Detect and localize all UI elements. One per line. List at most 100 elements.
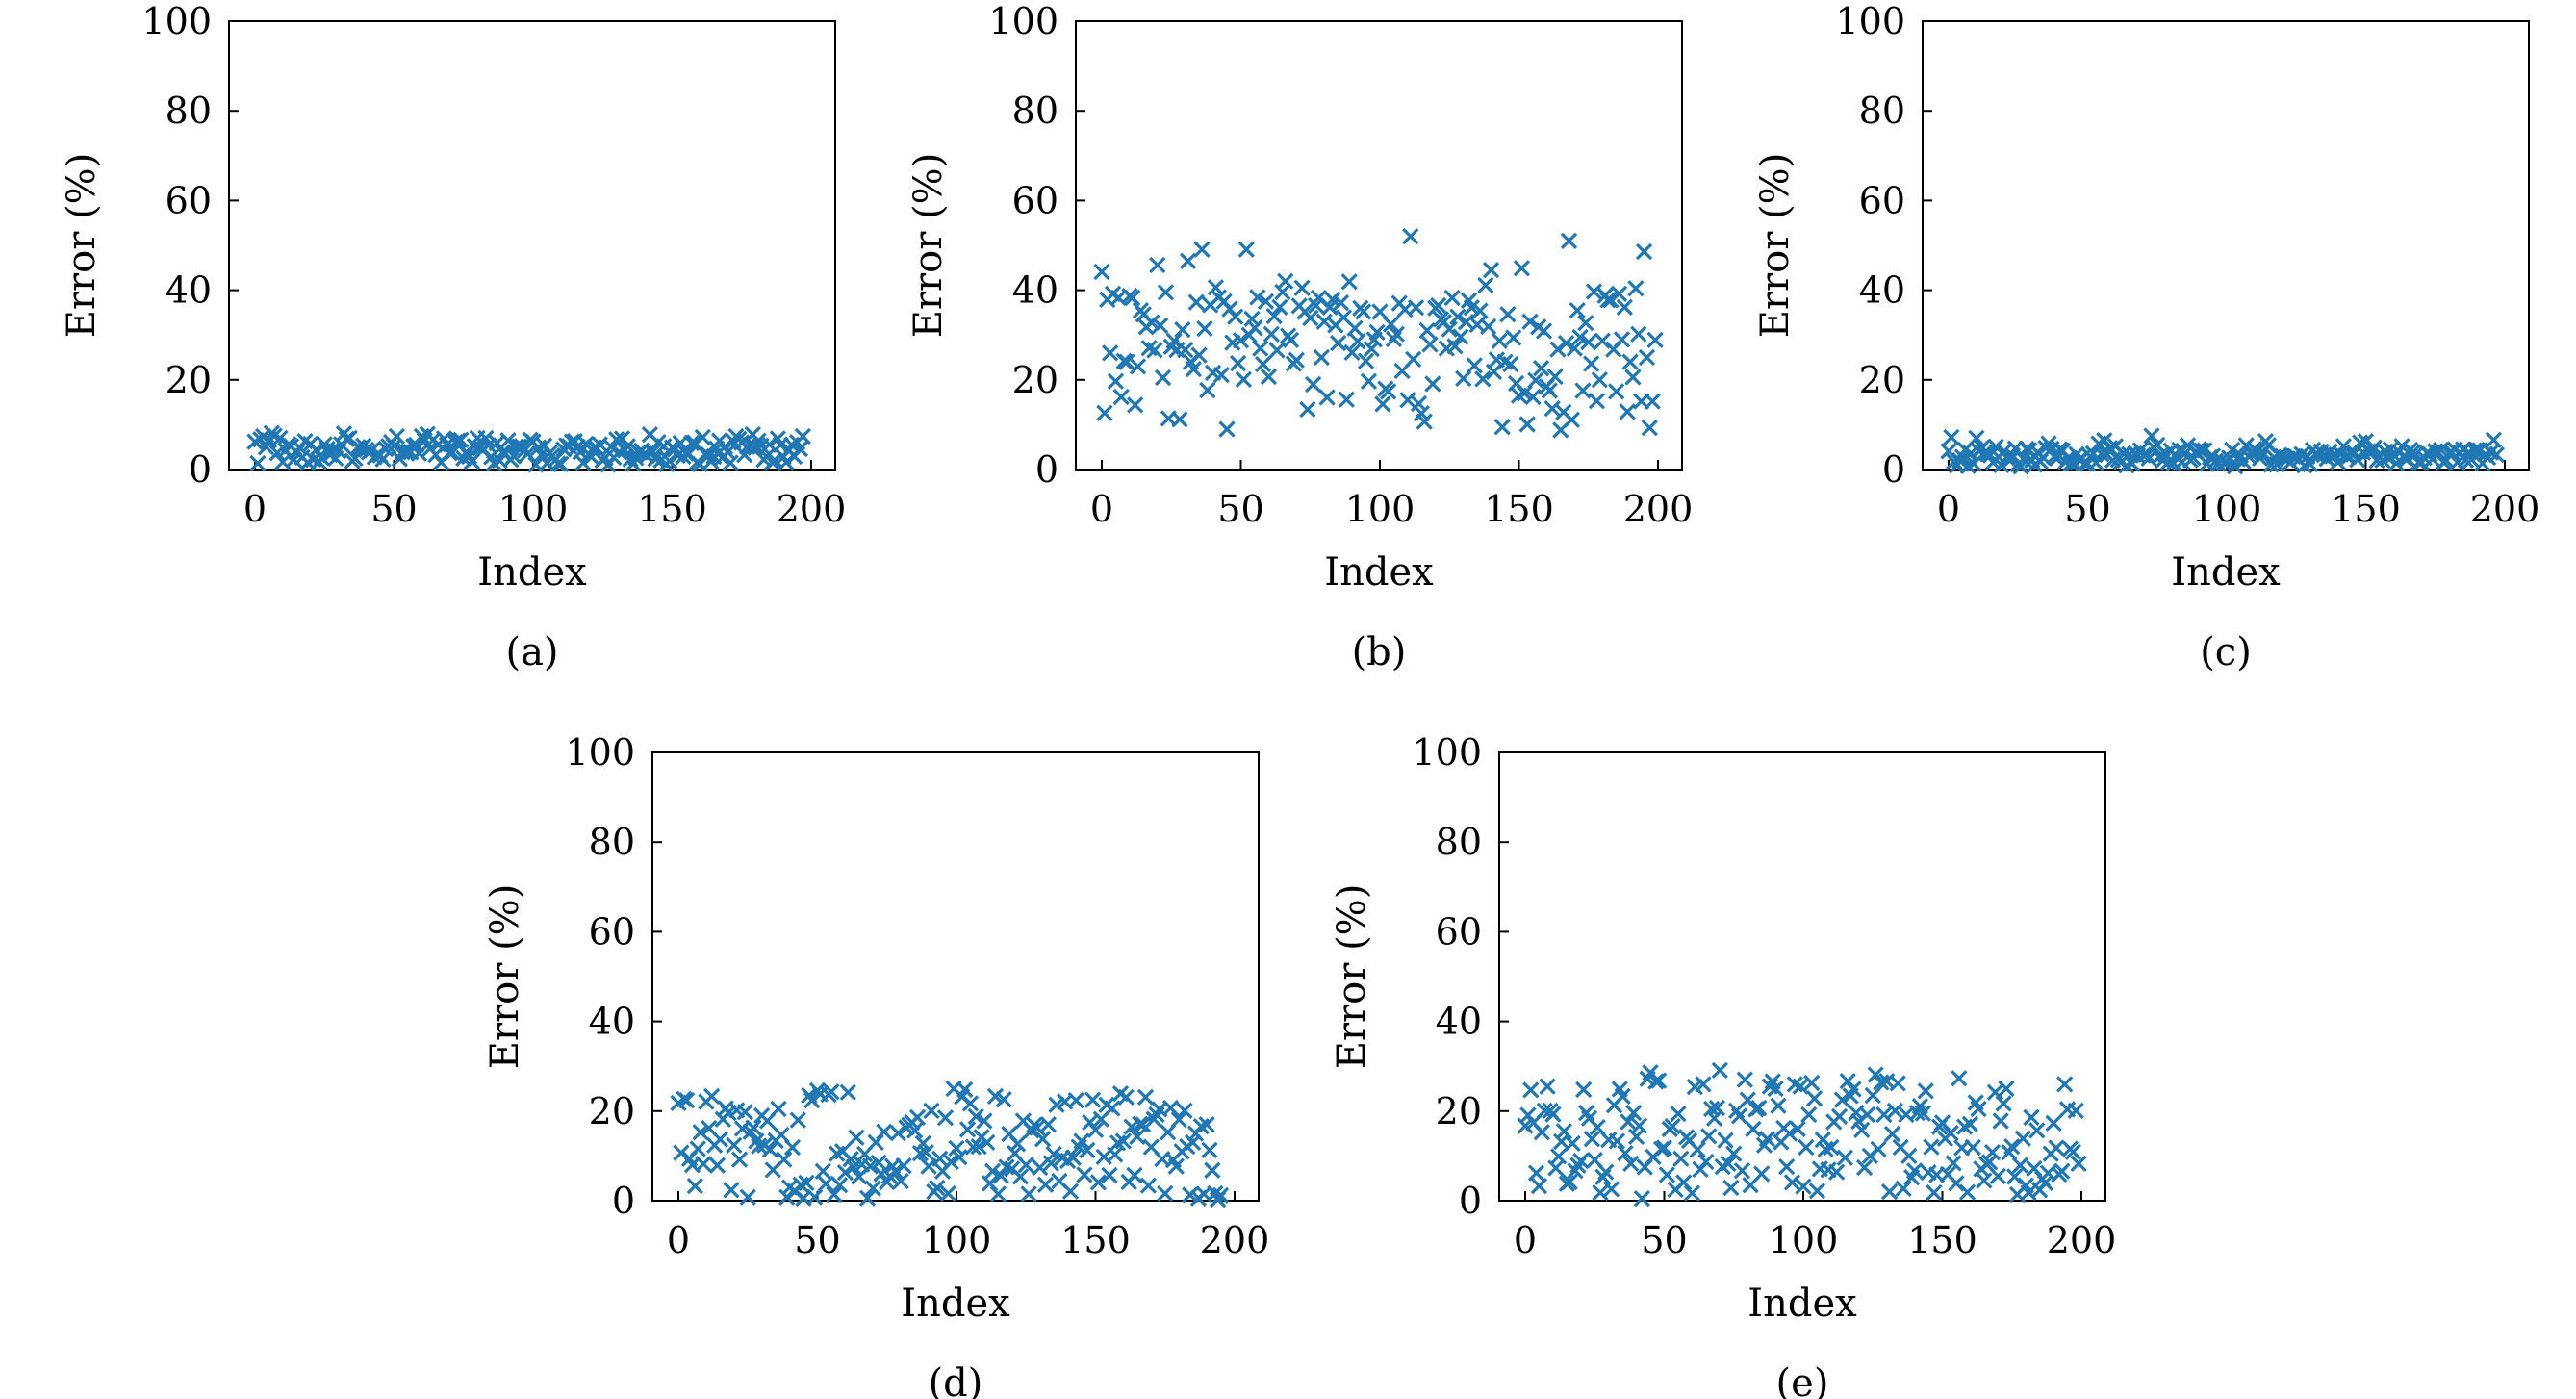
data-point xyxy=(1446,338,1464,355)
data-point xyxy=(1583,355,1600,372)
data-point xyxy=(1720,1155,1737,1172)
data-point xyxy=(1900,1147,1918,1165)
y-axis-label: Error (%) xyxy=(60,153,104,339)
data-point xyxy=(1886,1102,1904,1119)
x-tick-label: 50 xyxy=(2064,488,2110,530)
data-point xyxy=(1061,1183,1080,1200)
data-point xyxy=(794,427,811,445)
panel-caption: (c) xyxy=(2200,630,2252,674)
data-point xyxy=(1518,416,1536,433)
data-point xyxy=(1828,1163,1846,1181)
data-point xyxy=(1424,375,1441,393)
data-point xyxy=(967,1107,984,1126)
data-point xyxy=(889,1124,906,1142)
data-point xyxy=(1951,1070,1968,1087)
data-point xyxy=(1232,332,1250,349)
data-point xyxy=(2101,440,2119,457)
data-point xyxy=(1610,285,1628,302)
data-point xyxy=(1830,1107,1849,1126)
data-point xyxy=(1641,420,1658,437)
x-tick-label: 100 xyxy=(1769,1219,1839,1261)
data-point xyxy=(1449,308,1467,325)
data-point xyxy=(1905,1162,1924,1180)
data-point xyxy=(2036,1174,2054,1191)
data-point xyxy=(2465,442,2483,459)
data-point xyxy=(911,1144,930,1162)
data-point xyxy=(1265,307,1283,325)
data-point xyxy=(1196,320,1213,338)
data-point xyxy=(1535,322,1553,340)
data-point xyxy=(1430,296,1447,315)
data-point xyxy=(1491,332,1508,349)
x-tick-label: 100 xyxy=(498,488,569,530)
data-point xyxy=(1418,321,1436,340)
data-point xyxy=(1633,1190,1651,1208)
data-point xyxy=(1976,1172,1993,1189)
data-point xyxy=(2011,1157,2029,1174)
y-tick-label: 20 xyxy=(589,1090,635,1132)
data-point xyxy=(1177,341,1194,359)
data-point xyxy=(1227,308,1244,325)
data-point xyxy=(1619,403,1636,420)
data-point xyxy=(1466,357,1483,374)
data-point xyxy=(2003,1137,2021,1156)
data-point xyxy=(2365,439,2383,456)
data-point xyxy=(992,1167,1009,1184)
data-point xyxy=(1499,306,1517,323)
y-axis-label: Error (%) xyxy=(1330,884,1374,1070)
x-tick-label: 200 xyxy=(777,488,847,530)
y-tick-label: 40 xyxy=(589,1001,635,1043)
data-point xyxy=(1161,1099,1180,1117)
chart-panel-1: 0 20 40 60 80 100 0 50 100 150 200 Index Error (%) (a… xyxy=(60,0,846,674)
y-tick-label: 0 xyxy=(1882,448,1905,491)
data-point xyxy=(1357,352,1375,369)
data-point xyxy=(2048,1139,2065,1157)
x-axis-label: Index xyxy=(2171,550,2281,595)
data-point xyxy=(1129,358,1147,375)
data-point xyxy=(761,1141,779,1158)
data-point xyxy=(1585,283,1603,300)
data-point xyxy=(1622,1155,1640,1172)
data-point xyxy=(1544,1106,1562,1123)
data-point xyxy=(1271,298,1288,316)
data-point xyxy=(1262,325,1280,343)
data-point xyxy=(1845,1081,1862,1098)
data-point xyxy=(1758,1131,1776,1148)
data-point xyxy=(1547,1159,1565,1177)
data-point xyxy=(1725,1145,1743,1162)
data-point xyxy=(1109,1134,1127,1152)
y-tick-label: 80 xyxy=(1436,821,1482,863)
data-point xyxy=(708,1157,727,1174)
data-point xyxy=(2028,1122,2046,1139)
data-point xyxy=(2143,427,2160,445)
data-point xyxy=(1527,1164,1545,1182)
data-point xyxy=(1708,1099,1726,1117)
data-point xyxy=(2067,1102,2084,1119)
data-point xyxy=(1118,353,1135,370)
data-point xyxy=(1107,372,1125,390)
data-point xyxy=(1895,1180,1912,1198)
data-point xyxy=(1179,252,1197,269)
data-point xyxy=(1237,241,1255,258)
data-point xyxy=(1522,1081,1540,1099)
data-point xyxy=(1817,1140,1834,1158)
data-point xyxy=(1380,383,1397,400)
data-point xyxy=(574,454,592,471)
data-point xyxy=(2485,431,2503,448)
panel-caption: (e) xyxy=(1776,1361,1829,1399)
data-point xyxy=(1399,392,1416,409)
data-point xyxy=(939,1184,956,1203)
data-point xyxy=(830,1177,849,1194)
data-point xyxy=(1282,331,1300,348)
data-point xyxy=(1532,360,1550,377)
y-tick-label: 20 xyxy=(1859,359,1905,401)
data-point xyxy=(1630,1117,1648,1134)
x-axis-label: Index xyxy=(901,1282,1010,1326)
y-tick-label: 100 xyxy=(1412,731,1482,774)
data-point xyxy=(2062,454,2079,472)
data-point xyxy=(1711,1061,1728,1080)
y-tick-label: 0 xyxy=(189,448,212,491)
data-point xyxy=(1117,1088,1135,1106)
data-point xyxy=(1513,260,1531,277)
data-point xyxy=(249,454,267,472)
